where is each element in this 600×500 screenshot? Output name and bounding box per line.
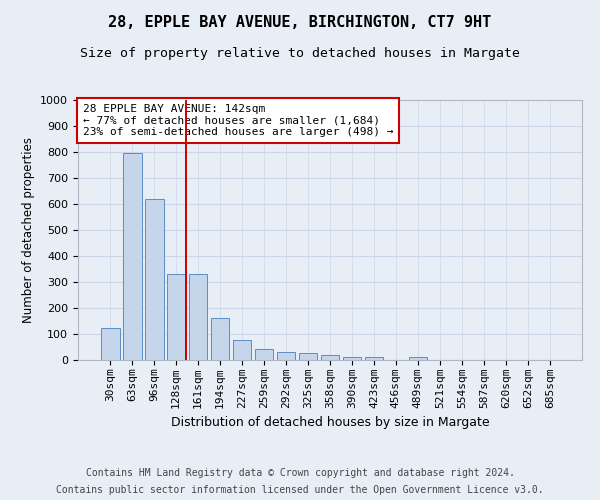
- Text: 28, EPPLE BAY AVENUE, BIRCHINGTON, CT7 9HT: 28, EPPLE BAY AVENUE, BIRCHINGTON, CT7 9…: [109, 15, 491, 30]
- Bar: [189, 274, 208, 360]
- Text: Contains HM Land Registry data © Crown copyright and database right 2024.: Contains HM Land Registry data © Crown c…: [86, 468, 514, 477]
- Bar: [277, 352, 295, 360]
- Bar: [211, 318, 229, 360]
- Bar: [255, 349, 274, 360]
- X-axis label: Distribution of detached houses by size in Margate: Distribution of detached houses by size …: [170, 416, 490, 430]
- Bar: [409, 357, 427, 360]
- Bar: [320, 356, 340, 360]
- Text: Contains public sector information licensed under the Open Government Licence v3: Contains public sector information licen…: [56, 485, 544, 495]
- Text: Size of property relative to detached houses in Margate: Size of property relative to detached ho…: [80, 48, 520, 60]
- Bar: [365, 358, 383, 360]
- Bar: [343, 357, 361, 360]
- Text: 28 EPPLE BAY AVENUE: 142sqm
← 77% of detached houses are smaller (1,684)
23% of : 28 EPPLE BAY AVENUE: 142sqm ← 77% of det…: [83, 104, 394, 137]
- Y-axis label: Number of detached properties: Number of detached properties: [22, 137, 35, 323]
- Bar: [123, 154, 142, 360]
- Bar: [299, 352, 317, 360]
- Bar: [233, 340, 251, 360]
- Bar: [101, 328, 119, 360]
- Bar: [145, 199, 164, 360]
- Bar: [167, 274, 185, 360]
